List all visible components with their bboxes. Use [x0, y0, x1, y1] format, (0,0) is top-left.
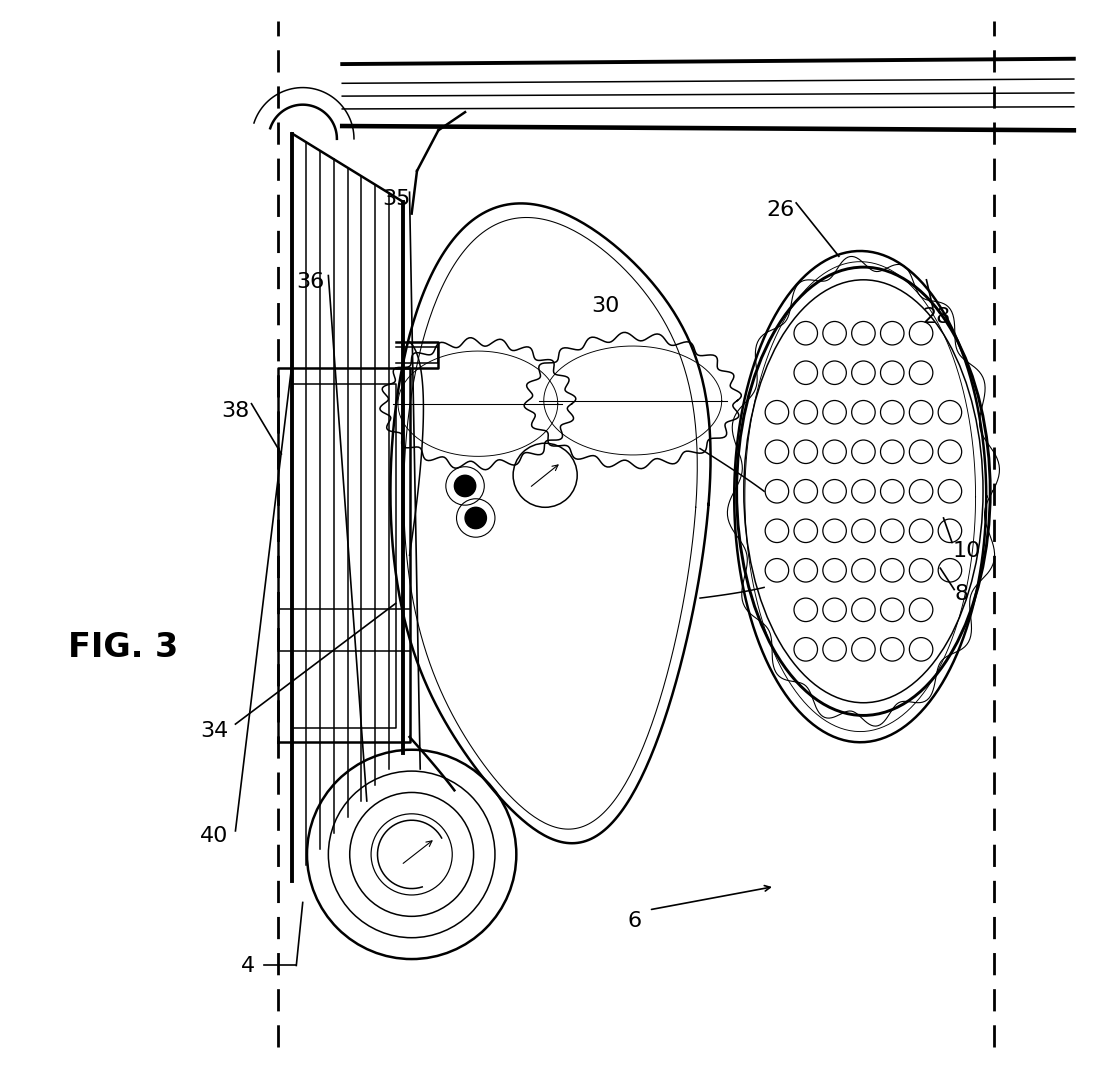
Text: 40: 40 — [200, 826, 229, 846]
Circle shape — [465, 507, 487, 529]
Circle shape — [455, 475, 476, 497]
Text: 34: 34 — [200, 721, 228, 741]
Text: FIG. 3: FIG. 3 — [68, 631, 178, 664]
Text: 30: 30 — [591, 296, 620, 316]
Text: 36: 36 — [296, 272, 325, 293]
Text: 38: 38 — [221, 400, 250, 421]
Text: 4: 4 — [241, 956, 255, 976]
Text: 26: 26 — [766, 200, 795, 220]
Text: 35: 35 — [382, 189, 411, 209]
Text: 6: 6 — [628, 911, 642, 931]
Text: 28: 28 — [923, 307, 950, 327]
Text: 8: 8 — [955, 584, 968, 604]
Text: 10: 10 — [952, 541, 981, 562]
